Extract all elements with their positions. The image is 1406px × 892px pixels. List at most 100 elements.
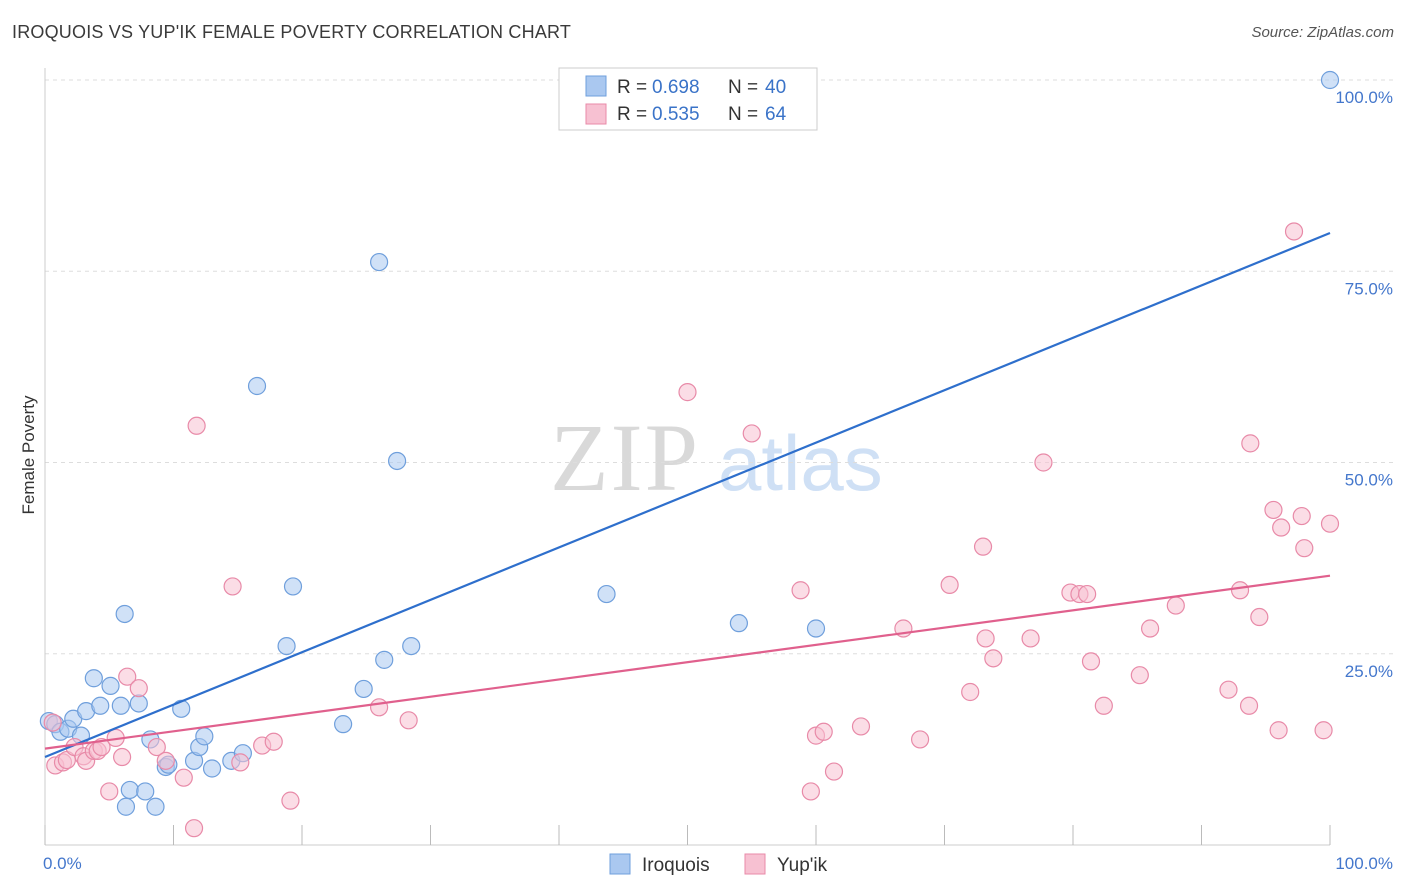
yupik-point-38	[961, 682, 980, 702]
iroquois-point-9	[101, 676, 120, 695]
yupik-point-14	[129, 679, 148, 698]
yupik-point-49	[1130, 666, 1149, 685]
yupik-series	[43, 222, 1340, 838]
iroquois-point-33	[375, 650, 394, 669]
yupik-point-28	[742, 424, 761, 443]
iroquois-point-30	[334, 715, 353, 734]
yupik-point-62	[1295, 539, 1314, 558]
iroquois-point-12	[129, 694, 148, 713]
bottom-legend-label-iroquois: Iroquois	[642, 855, 710, 876]
iroquois-point-37	[729, 614, 749, 633]
source-credit: Source: ZipAtlas.com	[1251, 24, 1394, 41]
iroquois-point-8	[91, 696, 110, 715]
yupik-point-61	[1292, 506, 1311, 526]
bottom-legend-label-yupik: Yup'ik	[777, 855, 828, 876]
y-tick-label-0: 25.0%	[1345, 662, 1393, 681]
yupik-point-34	[851, 717, 871, 736]
iroquois-point-35	[402, 636, 421, 656]
iroquois-point-34	[387, 451, 407, 471]
bottom-legend-swatch-yupik	[744, 853, 766, 875]
iroquois-trend-line	[44, 231, 1331, 759]
legend-r-value-yupik: 0.535	[652, 104, 700, 125]
iroquois-point-14	[116, 797, 136, 816]
legend-r-value-iroquois: 0.698	[652, 77, 700, 98]
iroquois-point-11	[115, 604, 134, 624]
yupik-point-58	[1269, 721, 1288, 740]
yupik-point-30	[801, 782, 820, 801]
yupik-point-17	[174, 768, 193, 787]
yupik-point-43	[1034, 453, 1053, 472]
yupik-point-54	[1239, 696, 1259, 715]
yupik-point-55	[1241, 434, 1260, 453]
yupik-point-52	[1219, 680, 1238, 699]
legend-n-label-iroquois: N =	[728, 77, 758, 98]
iroquois-point-28	[277, 636, 296, 656]
yupik-point-29	[791, 581, 810, 600]
chart-title: IROQUOIS VS YUP'IK FEMALE POVERTY CORREL…	[12, 22, 572, 42]
legend-r-label-iroquois: R =	[617, 77, 647, 98]
iroquois-point-10	[111, 696, 130, 715]
gridlines	[45, 79, 1395, 655]
yupik-point-25	[370, 698, 389, 717]
yupik-point-36	[910, 730, 930, 749]
yupik-point-40	[976, 629, 995, 648]
yupik-point-15	[147, 737, 166, 757]
yupik-point-46	[1078, 584, 1097, 604]
yupik-point-16	[156, 751, 175, 770]
iroquois-point-32	[370, 252, 389, 272]
yupik-point-41	[984, 649, 1003, 668]
y-tick-label-2: 75.0%	[1345, 279, 1393, 298]
legend-swatch-iroquois	[585, 75, 607, 97]
yupik-point-10	[100, 782, 119, 801]
watermark-zip: ZIP	[550, 404, 700, 511]
tick-labels: 25.0% 50.0% 75.0% 100.0% 0.0% 100.0%	[43, 88, 1393, 873]
iroquois-point-29	[283, 577, 303, 596]
yupik-point-12	[112, 747, 132, 767]
yupik-point-13	[118, 667, 137, 686]
yupik-point-21	[231, 753, 250, 772]
watermark: ZIP atlas	[550, 404, 883, 511]
iroquois-point-15	[120, 780, 139, 800]
yupik-point-24	[281, 791, 300, 810]
x-tick-label-1: 100.0%	[1335, 854, 1393, 873]
iroquois-point-39	[1320, 70, 1340, 90]
iroquois-series	[39, 70, 1340, 816]
yupik-point-53	[1230, 581, 1250, 600]
yupik-trend-line	[44, 574, 1331, 750]
bottom-legend-swatch-iroquois	[609, 853, 631, 875]
series-legend: Iroquois Yup'ik	[609, 853, 828, 876]
iroquois-point-23	[195, 727, 214, 746]
iroquois-point-24	[202, 759, 222, 778]
iroquois-point-17	[146, 797, 165, 816]
correlation-legend: R = 0.698 N = 40 R = 0.535 N = 64	[558, 67, 818, 131]
legend-n-value-iroquois: 40	[765, 77, 786, 98]
yupik-point-59	[1272, 518, 1291, 537]
iroquois-point-27	[247, 376, 267, 396]
yupik-point-50	[1140, 619, 1160, 638]
iroquois-point-38	[806, 619, 826, 638]
yupik-point-56	[1250, 607, 1269, 627]
yupik-point-27	[678, 383, 697, 402]
yupik-point-42	[1021, 629, 1040, 648]
yupik-point-26	[399, 711, 418, 730]
yupik-point-63	[1314, 721, 1333, 740]
legend-n-label-yupik: N =	[728, 104, 758, 125]
y-tick-label-1: 50.0%	[1345, 471, 1393, 490]
iroquois-point-36	[597, 584, 616, 604]
legend-n-value-yupik: 64	[765, 104, 787, 125]
yupik-point-19	[187, 416, 206, 435]
legend-r-label-yupik: R =	[617, 104, 647, 125]
yupik-point-60	[1284, 222, 1304, 241]
trend-lines	[44, 231, 1331, 759]
yupik-point-51	[1166, 596, 1185, 615]
yupik-point-33	[824, 762, 844, 781]
yupik-point-47	[1081, 652, 1101, 671]
yupik-point-32	[814, 722, 833, 741]
iroquois-point-7	[84, 669, 103, 688]
yupik-point-64	[1320, 514, 1340, 533]
x-tick-label-0: 0.0%	[43, 854, 82, 873]
yupik-point-18	[184, 819, 204, 838]
yupik-point-39	[973, 537, 993, 556]
yupik-point-20	[223, 577, 242, 596]
